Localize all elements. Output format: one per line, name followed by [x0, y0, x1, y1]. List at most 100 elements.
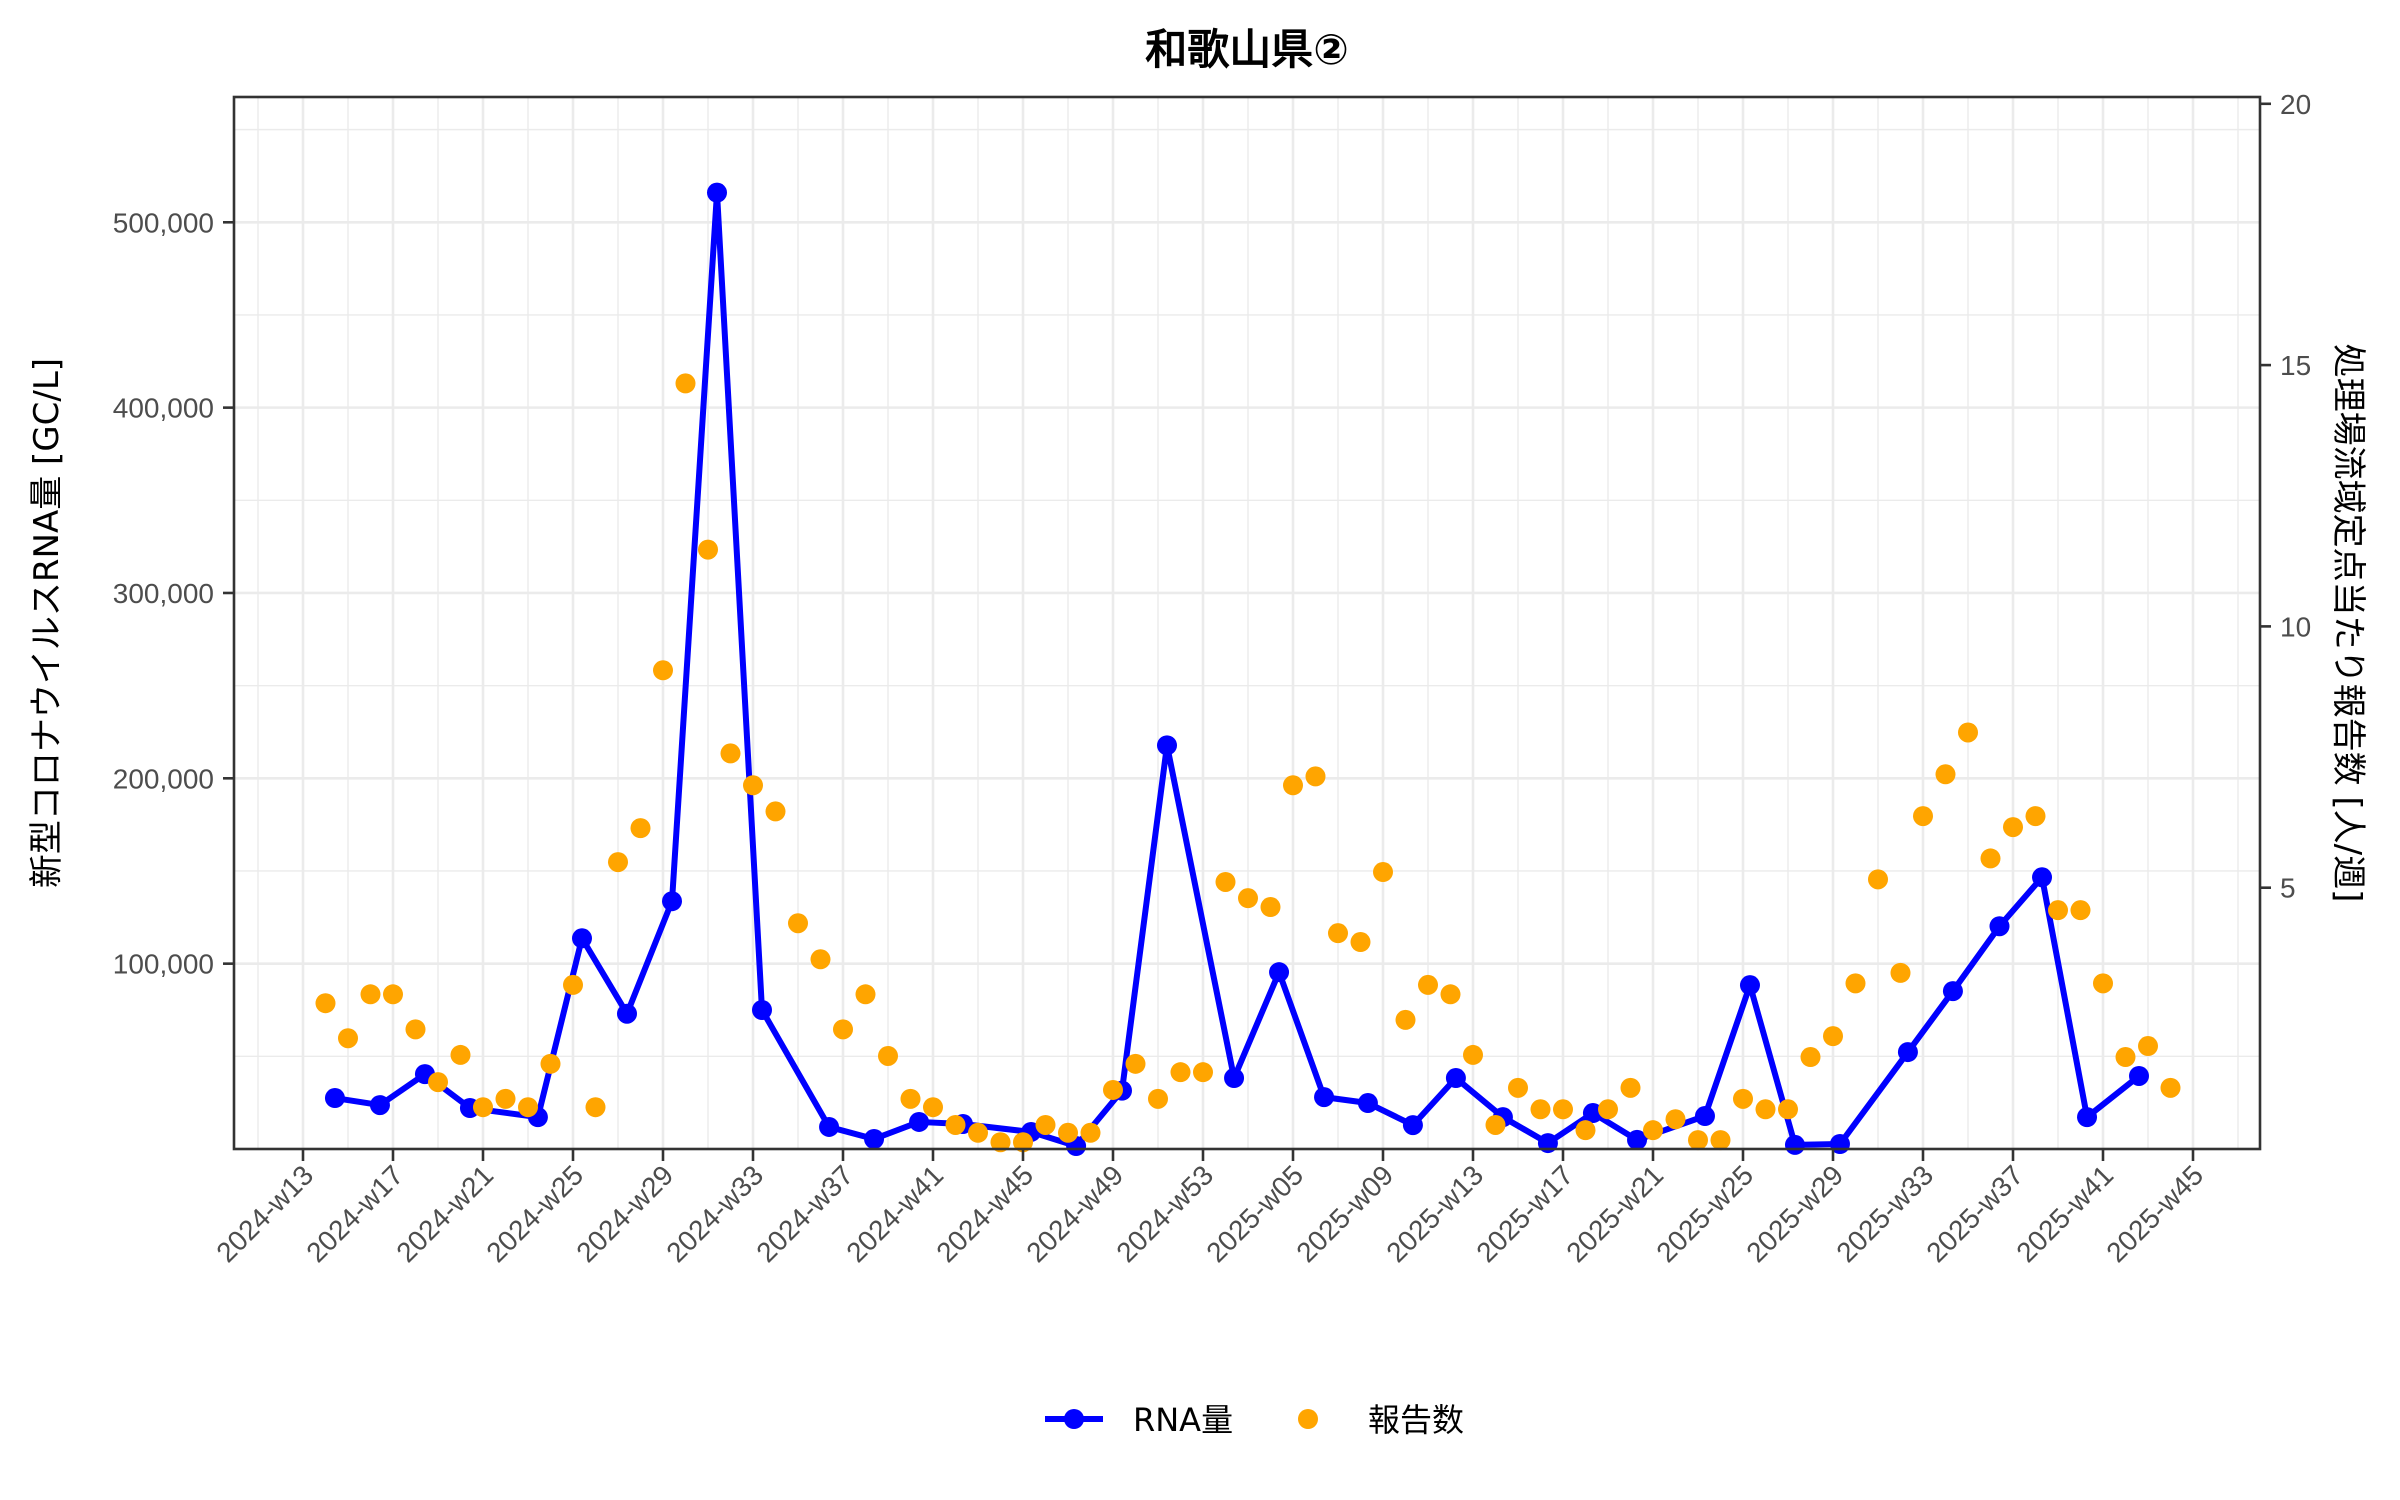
plot-data	[315, 182, 2181, 1157]
rna-point	[1942, 981, 1963, 1002]
y-right-tick-label: 5	[2280, 873, 2296, 904]
legend-item-rna[interactable]: RNA量	[1045, 1401, 1233, 1439]
x-tick-label: 2025-w25	[1650, 1159, 1759, 1268]
reports-point	[608, 852, 628, 873]
reports-point	[495, 1088, 516, 1109]
reports-point	[1710, 1130, 1731, 1151]
y-left-tick-label: 100,000	[113, 949, 214, 980]
reports-point	[990, 1132, 1011, 1153]
reports-point	[810, 949, 831, 970]
rna-point	[662, 891, 682, 912]
reports-point	[945, 1114, 966, 1135]
reports-point	[1058, 1122, 1078, 1143]
reports-point	[540, 1053, 561, 1074]
reports-point	[1328, 923, 1348, 944]
reports-point	[1845, 973, 1866, 994]
legend-item-reports[interactable]: 報告数	[1298, 1401, 1464, 1439]
reports-point	[630, 818, 651, 839]
reports-point	[1935, 764, 1956, 785]
legend-label-rna: RNA量	[1133, 1401, 1233, 1439]
rna-point	[909, 1111, 930, 1132]
reports-point	[968, 1122, 988, 1143]
x-tick-label: 2025-w37	[1920, 1159, 2029, 1268]
x-tick-label: 2024-w25	[480, 1159, 589, 1268]
legend-label-reports: 報告数	[1368, 1401, 1464, 1439]
rna-point	[1582, 1103, 1603, 1124]
reports-point	[405, 1019, 426, 1040]
reports-point	[473, 1097, 493, 1118]
x-tick-label: 2025-w33	[1830, 1159, 1939, 1268]
reports-point	[2093, 973, 2113, 994]
x-tick-label: 2024-w37	[750, 1159, 859, 1268]
reports-point	[900, 1088, 921, 1109]
reports-point	[923, 1097, 943, 1118]
reports-point	[1913, 806, 1933, 827]
reports-point	[2048, 900, 2068, 921]
legend-point-icon	[1064, 1409, 1084, 1429]
y-left-tick-label: 300,000	[113, 578, 214, 609]
plot-panel-border	[232, 95, 2262, 1151]
reports-point	[1733, 1088, 1753, 1109]
reports-point	[833, 1019, 853, 1040]
x-tick-label: 2024-w33	[660, 1159, 769, 1268]
y-left-tick-label: 400,000	[113, 393, 214, 424]
x-tick-label: 2025-w41	[2010, 1159, 2119, 1268]
rna-point	[324, 1088, 345, 1109]
legend-dot-icon	[1298, 1409, 1318, 1429]
rna-point	[1402, 1115, 1423, 1136]
gridlines	[234, 97, 2260, 1149]
x-tick-label: 2025-w45	[2100, 1159, 2209, 1268]
rna-point	[1897, 1042, 1918, 1063]
rna-point	[1694, 1106, 1715, 1127]
x-tick-label: 2024-w53	[1110, 1159, 1219, 1268]
x-tick-label: 2024-w21	[390, 1159, 499, 1268]
y-left-tick-label: 200,000	[113, 763, 214, 794]
reports-point	[1103, 1079, 1123, 1100]
rna-point	[1224, 1068, 1245, 1089]
x-axis: 2024-w132024-w172024-w212024-w252024-w29…	[210, 1149, 2209, 1268]
reports-point	[2160, 1077, 2181, 1098]
reports-point	[2138, 1036, 2158, 1057]
x-tick-label: 2024-w45	[930, 1159, 1039, 1268]
reports-point	[1553, 1099, 1573, 1120]
reports-point	[743, 775, 763, 796]
rna-point	[1445, 1068, 1466, 1089]
reports-point	[1530, 1099, 1551, 1120]
reports-point	[1193, 1062, 1213, 1083]
reports-point	[1823, 1026, 1843, 1047]
x-tick-label: 2024-w41	[840, 1159, 949, 1268]
reports-point	[1238, 888, 1258, 909]
reports-point	[563, 974, 583, 995]
rna-point	[572, 928, 592, 949]
reports-point	[2003, 817, 2023, 838]
reports-point	[1643, 1120, 1663, 1141]
reports-point	[1800, 1047, 1821, 1068]
reports-point	[360, 984, 381, 1005]
rna-point	[617, 1003, 637, 1024]
reports-point	[2070, 900, 2091, 921]
reports-point	[1035, 1114, 1056, 1135]
y-right-tick-label: 20	[2280, 89, 2311, 120]
rna-point	[2077, 1107, 2098, 1128]
rna-point	[1357, 1093, 1378, 1114]
reports-point	[1598, 1099, 1618, 1120]
reports-point	[1215, 871, 1236, 892]
reports-point	[1485, 1114, 1506, 1135]
x-tick-label: 2025-w13	[1380, 1159, 1489, 1268]
reports-point	[1440, 984, 1461, 1005]
reports-point	[1868, 869, 1888, 890]
reports-point	[1170, 1062, 1191, 1083]
x-tick-label: 2025-w17	[1470, 1159, 1579, 1268]
rna-point	[707, 182, 727, 203]
rna-point	[1627, 1129, 1648, 1150]
x-tick-label: 2024-w49	[1020, 1159, 1129, 1268]
reports-point	[1575, 1120, 1596, 1141]
series-rna	[324, 182, 2149, 1157]
reports-point	[1305, 766, 1326, 787]
reports-point	[1980, 848, 2001, 869]
rna-point	[1157, 735, 1177, 756]
legend: RNA量 報告数	[1045, 1401, 1464, 1439]
rna-point	[864, 1128, 885, 1149]
y-axis-left-title: 新型コロナウイルスRNA量 [GC/L]	[27, 358, 67, 888]
